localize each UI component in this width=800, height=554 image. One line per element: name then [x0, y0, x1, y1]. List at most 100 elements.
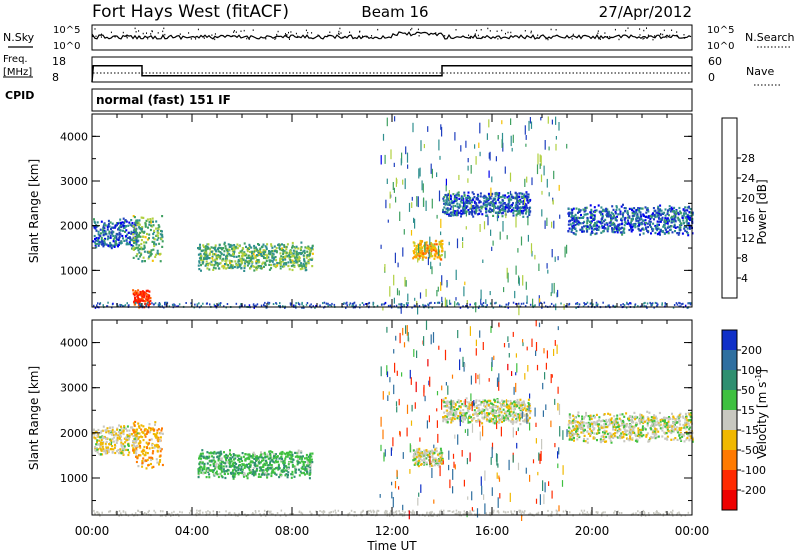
echo-cell [260, 473, 263, 476]
echo-cell [141, 295, 144, 298]
echo-cell [590, 227, 593, 230]
echo-cell [197, 253, 200, 256]
echo-cell [140, 298, 143, 301]
echo-cell [405, 280, 407, 287]
echo-cell [164, 303, 166, 306]
echo-cell [471, 210, 474, 213]
echo-cell [646, 306, 648, 309]
echo-cell [128, 433, 131, 436]
echo-cell [150, 249, 153, 252]
echo-cell [281, 247, 284, 250]
echo-cell [635, 217, 638, 220]
echo-cell [416, 448, 419, 451]
echo-cell [445, 184, 447, 192]
noise-dot [138, 30, 140, 32]
echo-cell [493, 415, 496, 418]
echo-cell [441, 275, 443, 286]
echo-cell [248, 260, 251, 263]
echo-cell [462, 420, 465, 423]
echo-cell [449, 214, 452, 217]
echo-cell [97, 230, 100, 233]
echo-cell [551, 119, 553, 125]
echo-cell [444, 297, 446, 308]
echo-cell [454, 301, 456, 308]
echo-cell [465, 197, 468, 200]
echo-cell [113, 430, 116, 433]
echo-cell [678, 305, 680, 308]
echo-cell [421, 249, 424, 252]
echo-cell [125, 448, 128, 451]
echo-cell [156, 461, 159, 464]
echo-cell [539, 163, 541, 169]
echo-cell [445, 420, 448, 423]
echo-cell [255, 254, 258, 257]
echo-cell [121, 429, 123, 432]
echo-cell [258, 260, 261, 263]
echo-cell [664, 217, 667, 220]
echo-cell [216, 255, 219, 258]
echo-cell [205, 252, 208, 256]
echo-cell [470, 199, 473, 202]
echo-cell [530, 121, 533, 129]
echo-cell [448, 403, 451, 406]
echo-cell [120, 452, 123, 455]
echo-cell [111, 426, 114, 429]
echo-cell [147, 301, 149, 304]
echo-cell [612, 221, 615, 224]
echo-cell [663, 219, 666, 222]
echo-cell [142, 256, 145, 259]
echo-cell [151, 456, 154, 460]
echo-cell [118, 431, 120, 434]
echo-cell [429, 236, 431, 246]
echo-cell [156, 249, 159, 252]
echo-cell [153, 242, 155, 245]
echo-cell [242, 455, 245, 458]
echo-cell [414, 297, 416, 301]
echo-cell [267, 464, 270, 467]
echo-cell [551, 283, 553, 294]
echo-cell [127, 453, 130, 457]
echo-cell [481, 213, 484, 216]
echo-cell [464, 416, 467, 419]
echo-cell [327, 304, 329, 307]
echo-cell [307, 258, 310, 262]
echo-cell [158, 463, 160, 466]
echo-cell [681, 303, 683, 306]
echo-cell [152, 248, 155, 251]
echo-cell [672, 306, 675, 309]
echo-cell [467, 306, 469, 309]
noise-tick-high: 10^5 [53, 25, 80, 36]
echo-cell [439, 262, 441, 266]
echo-cell [652, 212, 654, 215]
echo-cell [237, 471, 239, 474]
echo-cell [244, 259, 247, 262]
echo-cell [197, 264, 200, 267]
noise-line [92, 31, 692, 41]
noise-dot [487, 27, 489, 30]
echo-cell [296, 460, 299, 463]
echo-cell [651, 303, 653, 306]
echo-cell [468, 197, 471, 201]
echo-cell [663, 211, 666, 214]
echo-cell [125, 220, 128, 223]
echo-cell [522, 275, 524, 286]
echo-cell [240, 465, 243, 468]
echo-cell [203, 462, 206, 465]
echo-cell [607, 304, 609, 307]
echo-cell [104, 224, 107, 227]
echo-cell [285, 248, 288, 251]
echo-cell [95, 431, 98, 434]
echo-cell [147, 442, 150, 445]
echo-cell [138, 251, 141, 254]
echo-cell [418, 256, 421, 259]
echo-cell [395, 196, 397, 203]
echo-cell [144, 225, 147, 228]
echo-cell [220, 302, 222, 305]
echo-cell [205, 468, 208, 471]
noise-trace [92, 27, 692, 41]
echo-cell [133, 444, 136, 447]
echo-cell [226, 250, 229, 253]
echo-cell [541, 190, 543, 195]
echo-cell [611, 205, 614, 208]
echo-cell [497, 135, 499, 140]
